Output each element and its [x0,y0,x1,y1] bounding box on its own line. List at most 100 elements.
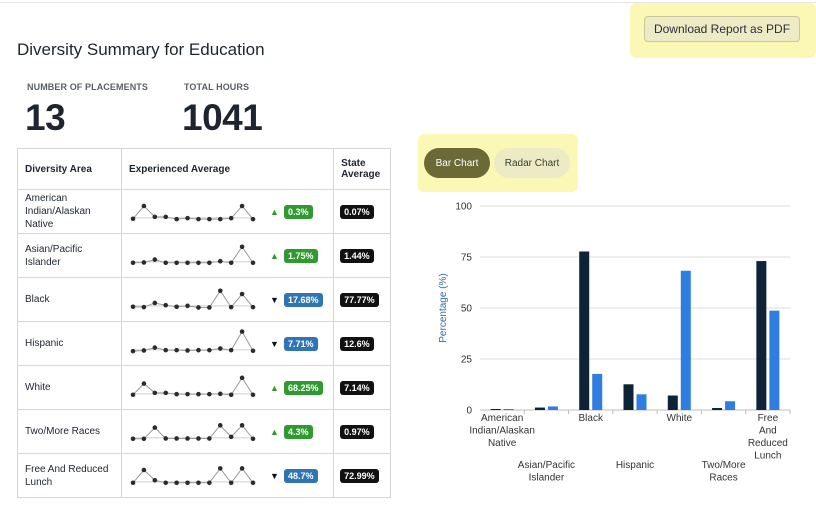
table-row: Black ▼ 17.68% 77.77% [16,277,391,322]
sparkline-line [132,376,254,396]
sparkline-point [130,260,136,266]
triangle-up-icon: ▲ [270,206,279,217]
sparkline-point [185,436,190,441]
download-pdf-button[interactable]: Download Report as PDF [644,16,800,42]
bar-experienced [534,407,545,410]
sparkline-point [130,480,136,486]
bar-experienced [623,384,634,410]
sparkline-point [228,434,234,440]
bar-state [769,310,780,410]
sparkline-point [185,215,190,221]
state-average-cell: 0.07% [333,189,391,234]
sparkline-point [185,303,190,309]
sparkline-point [207,436,212,441]
bar-experienced [756,261,767,410]
sparkline-point [163,347,169,353]
sparkline-cell [121,365,265,410]
sparkline-point [185,260,190,266]
sparkline-point [174,391,179,397]
sparkline-point [239,203,245,209]
tab-bar-chart[interactable]: Bar Chart [424,148,490,178]
sparkline-point [207,216,212,222]
y-tick-label: 50 [461,304,473,315]
y-tick-label: 25 [461,355,473,366]
sparkline-point [130,436,136,442]
sparkline-point [141,203,147,209]
sparkline-point [163,390,169,396]
state-average-cell: 0.97% [333,409,391,454]
diversity-area-cell: American Indian/Alaskan Native [16,189,123,234]
state-average-badge: 1.44% [340,248,374,263]
table-row: Two/More Races ▲ 4.3% 0.97% [16,409,391,454]
sparkline-point [250,436,256,442]
experienced-badge: 17.68% [284,292,323,307]
bar-experienced [667,395,678,410]
bar-chart: 0 25 50 75 100 Percentage (%) American Indian/A… [438,202,791,484]
diversity-area-cell: White [16,365,123,410]
experienced-badge: 48.7% [284,468,318,483]
sparkline-point [185,348,190,353]
sparkline [130,244,256,266]
sparkline-point [250,304,256,310]
sparkline-point [239,375,245,381]
table-row: White ▲ 68.25% 7.14% [16,365,391,410]
sparkline-point [152,390,158,396]
sparkline-line [133,245,254,264]
state-average-badge: 7.14% [340,380,374,395]
sparkline-cell [121,277,265,322]
tab-radar-chart[interactable]: Radar Chart [494,148,570,178]
sparkline-point [239,329,245,334]
sparkline-point [207,391,212,397]
diversity-table: Diversity Area Experienced Average State… [16,148,391,498]
sparkline-point [152,300,158,306]
sparkline-point [174,216,179,222]
sparkline-point [163,260,169,266]
sparkline-point [218,346,223,351]
hours-label: TOTAL HOURS [184,82,250,92]
sparkline-line [133,289,254,308]
y-tick-label: 0 [466,406,472,417]
bar-state [636,394,647,410]
sparkline-point [207,347,212,353]
experienced-badge: 7.71% [284,336,318,351]
triangle-up-icon: ▲ [270,382,279,393]
y-tick-label: 100 [455,202,472,213]
state-average-cell: 1.44% [333,233,391,278]
header-state-average: State Average [333,148,391,190]
sparkline-point [218,391,223,397]
state-average-badge: 77.77% [340,292,379,307]
sparkline-point [196,436,201,441]
experienced-cell: ▲ 4.3% [264,409,335,454]
experienced-badge: 0.3% [284,204,313,219]
sparkline-point [239,291,245,297]
sparkline-point [163,302,169,308]
triangle-up-icon: ▲ [270,250,279,261]
experienced-cell: ▼ 7.71% [264,321,335,366]
sparkline-point [174,304,179,310]
table-header-row: Diversity Area Experienced Average State… [16,148,391,190]
sparkline-point [196,260,201,266]
sparkline-point [250,216,256,222]
sparkline-point [250,392,256,398]
sparkline-point [130,348,136,354]
sparkline-point [163,214,169,220]
header-diversity-area: Diversity Area [16,148,123,190]
table-row: Free And Reduced Lunch ▼ 48.7% 72.99% [16,453,391,498]
state-average-badge: 0.97% [340,424,374,439]
sparkline-point [152,257,158,262]
sparkline-point [196,216,201,222]
sparkline-point [196,347,201,353]
sparkline-point [152,345,158,350]
sparkline-point [228,215,234,221]
sparkline-point [218,258,223,264]
bar-state [547,406,558,410]
sparkline [130,203,256,222]
y-tick-label: 75 [461,253,473,264]
diversity-area-cell: Two/More Races [16,409,123,454]
sparkline-point [207,480,212,486]
sparkline-point [239,423,245,428]
sparkline-point [207,305,212,310]
sparkline-point [130,392,136,398]
sparkline-line [132,467,254,484]
diversity-area-cell: Asian/Pacific Islander [16,233,123,278]
